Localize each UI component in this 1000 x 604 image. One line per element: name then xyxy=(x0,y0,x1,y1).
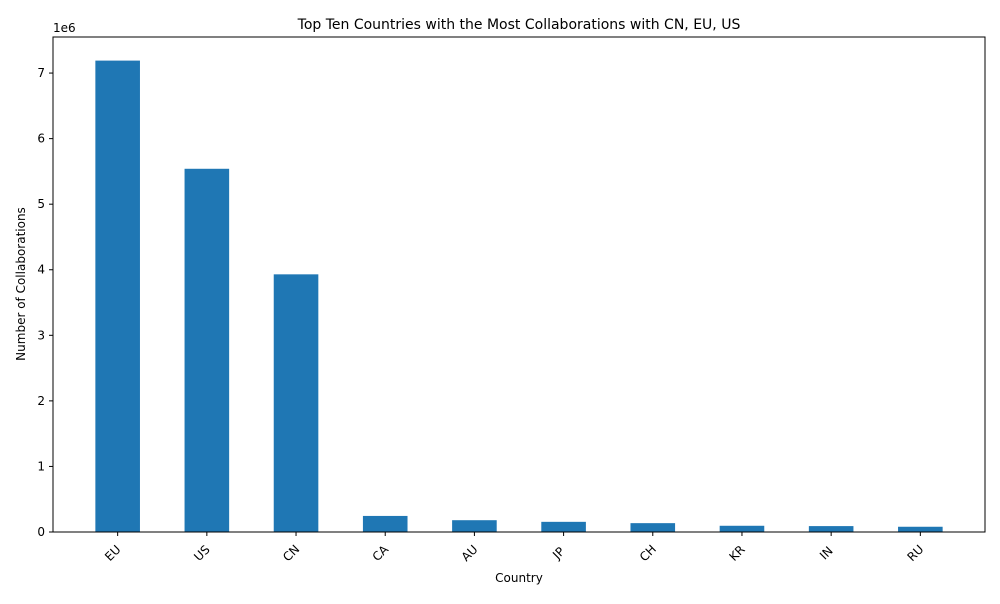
y-tick-label: 2 xyxy=(37,394,45,408)
x-tick-label: IN xyxy=(817,544,836,563)
y-tick-label: 0 xyxy=(37,525,45,539)
bar-ca xyxy=(362,515,408,532)
bar-ch xyxy=(630,523,676,532)
bar-in xyxy=(808,526,854,532)
y-tick-label: 6 xyxy=(37,132,45,146)
y-tick-label: 5 xyxy=(37,197,45,211)
plot-frame xyxy=(52,36,986,533)
y-ticks-group: 0 1 2 3 4 5 6 7 xyxy=(37,66,53,539)
x-tick-label: CA xyxy=(370,542,392,564)
bar-cn xyxy=(273,274,319,532)
x-tick-label: KR xyxy=(726,542,747,563)
bar-ru xyxy=(898,526,943,532)
x-axis-label: Country xyxy=(495,571,543,585)
x-tick-label: EU xyxy=(102,542,123,563)
y-tick-label: 4 xyxy=(37,263,45,277)
x-tick-label: RU xyxy=(905,542,927,564)
bars-group xyxy=(95,60,943,532)
bar-au xyxy=(452,520,497,532)
x-tick-label: US xyxy=(191,542,213,564)
y-axis-label: Number of Collaborations xyxy=(14,207,28,361)
bar-jp xyxy=(541,521,586,532)
y-tick-label: 3 xyxy=(37,328,45,342)
x-tick-label: CN xyxy=(280,542,302,564)
x-ticks-group: EU US CN CA AU JP CH KR IN RU xyxy=(102,532,927,564)
bar-eu xyxy=(95,60,140,532)
x-tick-label: AU xyxy=(459,542,481,564)
bar-us xyxy=(184,168,230,532)
y-tick-label: 7 xyxy=(37,66,45,80)
x-tick-label: JP xyxy=(549,544,567,562)
x-tick-label: CH xyxy=(637,542,659,564)
chart-title: Top Ten Countries with the Most Collabor… xyxy=(297,17,741,33)
y-axis-offset-label: 1e6 xyxy=(53,21,76,35)
bar-kr xyxy=(719,525,765,532)
y-tick-label: 1 xyxy=(37,459,45,473)
